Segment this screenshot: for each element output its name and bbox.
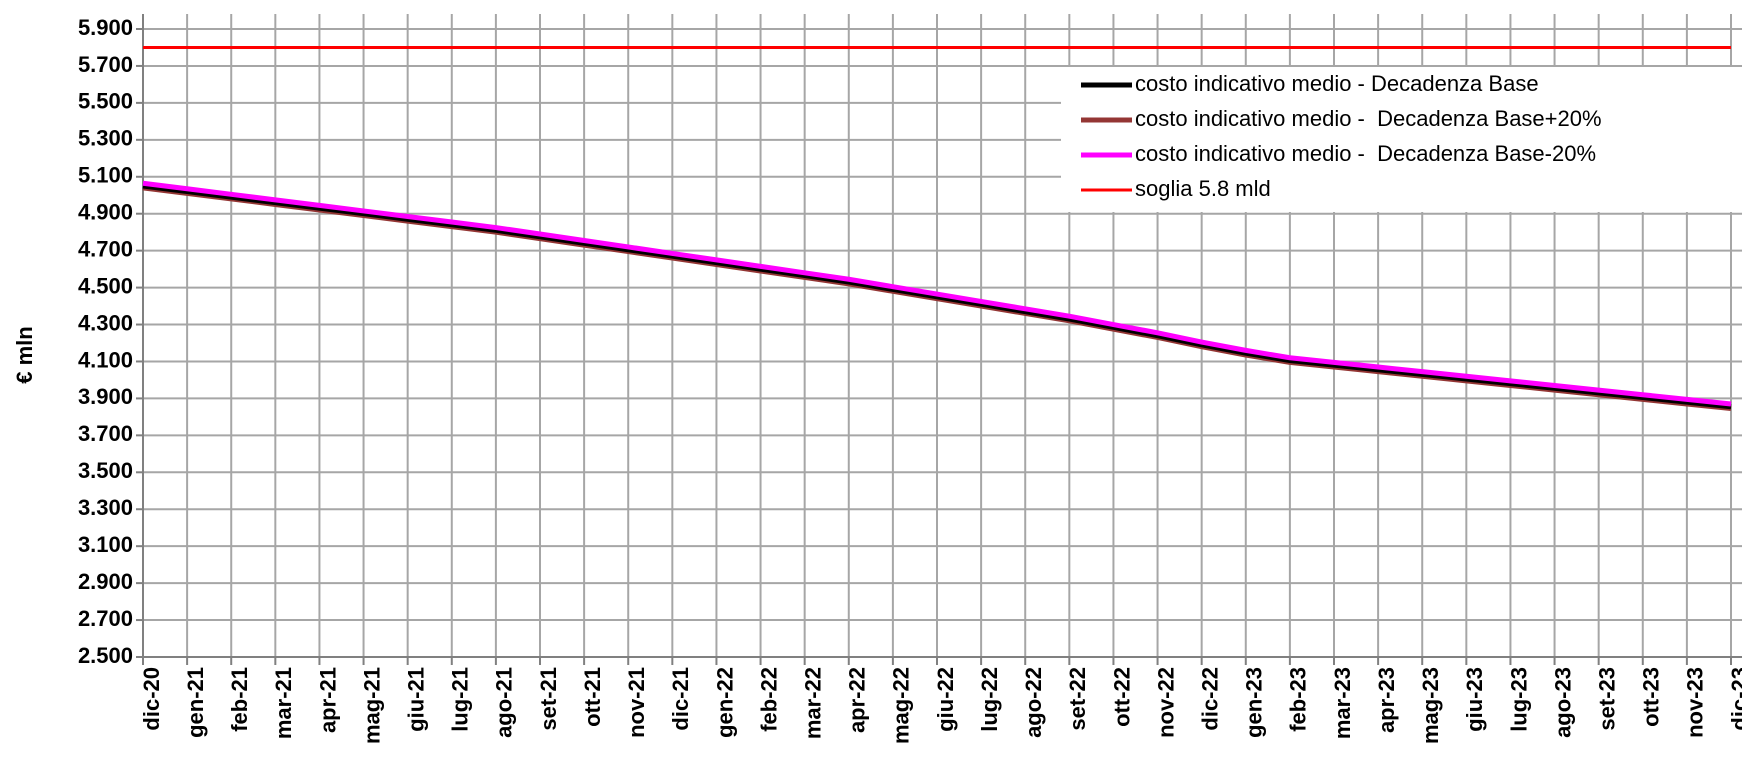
y-tick-label: 5.100 — [78, 163, 133, 188]
x-tick-label: ago-21 — [492, 667, 517, 738]
x-tick-label: mag-23 — [1418, 667, 1443, 744]
y-tick-label: 3.100 — [78, 532, 133, 557]
legend-label: costo indicativo medio - Decadenza Base-… — [1135, 141, 1596, 166]
y-tick-label: 4.700 — [78, 236, 133, 261]
x-tick-label: dic-23 — [1727, 667, 1742, 731]
y-tick-label: 3.300 — [78, 495, 133, 520]
x-tick-label: mag-21 — [359, 667, 384, 744]
x-tick-label: set-23 — [1594, 667, 1619, 731]
x-tick-label: feb-23 — [1286, 667, 1311, 732]
line-series — [142, 180, 1732, 407]
legend-label: costo indicativo medio - Decadenza Base — [1135, 71, 1539, 96]
x-tick-label: ago-23 — [1550, 667, 1575, 738]
x-tick-label: set-22 — [1065, 667, 1090, 731]
x-tick-label: lug-23 — [1506, 667, 1531, 732]
y-tick-label: 5.700 — [78, 52, 133, 77]
y-axis-label: € mln — [12, 326, 37, 383]
x-tick-label: giu-23 — [1462, 667, 1487, 732]
x-tick-label: dic-21 — [668, 667, 693, 731]
x-tick-label: gen-21 — [183, 667, 208, 738]
legend-label: costo indicativo medio - Decadenza Base+… — [1135, 106, 1602, 131]
y-tick-label: 2.700 — [78, 606, 133, 631]
legend-box — [1061, 67, 1742, 212]
x-tick-label: nov-22 — [1153, 667, 1178, 738]
legend-label: soglia 5.8 mld — [1135, 176, 1271, 201]
x-tick-label: apr-22 — [845, 667, 870, 733]
y-tick-label: 4.900 — [78, 200, 133, 225]
x-tick-label: ott-21 — [580, 667, 605, 727]
x-tick-label: lug-22 — [977, 667, 1002, 732]
x-tick-label: apr-21 — [315, 667, 340, 733]
x-tick-label: gen-23 — [1242, 667, 1267, 738]
x-tick-label: feb-22 — [756, 667, 781, 732]
x-tick-label: mar-23 — [1330, 667, 1355, 739]
y-tick-label: 4.100 — [78, 347, 133, 372]
x-tick-label: mar-22 — [800, 667, 825, 739]
x-tick-label: giu-22 — [933, 667, 958, 732]
line-series — [142, 183, 1732, 410]
x-tick-label: lug-21 — [448, 667, 473, 732]
x-tick-label: giu-21 — [403, 667, 428, 732]
y-tick-label: 4.300 — [78, 310, 133, 335]
x-tick-label: apr-23 — [1374, 667, 1399, 733]
x-tick-label: ago-22 — [1021, 667, 1046, 738]
x-tick-label: mag-22 — [889, 667, 914, 744]
y-tick-label: 3.500 — [78, 458, 133, 483]
y-tick-label: 3.700 — [78, 421, 133, 446]
x-tick-label: ott-22 — [1109, 667, 1134, 727]
y-tick-label: 5.900 — [78, 15, 133, 40]
y-tick-label: 2.500 — [78, 643, 133, 668]
x-tick-label: feb-21 — [227, 667, 252, 732]
x-tick-label: set-21 — [536, 667, 561, 731]
x-tick-label: dic-22 — [1197, 667, 1222, 731]
y-tick-label: 5.300 — [78, 126, 133, 151]
y-tick-label: 3.900 — [78, 384, 133, 409]
x-tick-label: mar-21 — [271, 667, 296, 739]
x-tick-label: ott-23 — [1639, 667, 1664, 727]
x-tick-label: nov-23 — [1683, 667, 1708, 738]
x-tick-label: gen-22 — [712, 667, 737, 738]
legend: costo indicativo medio - Decadenza Base c… — [1061, 67, 1742, 212]
y-tick-label: 2.900 — [78, 569, 133, 594]
x-tick-label: nov-21 — [624, 667, 649, 738]
x-tick-label: dic-20 — [139, 667, 164, 731]
y-tick-label: 4.500 — [78, 273, 133, 298]
y-tick-label: 5.500 — [78, 89, 133, 114]
